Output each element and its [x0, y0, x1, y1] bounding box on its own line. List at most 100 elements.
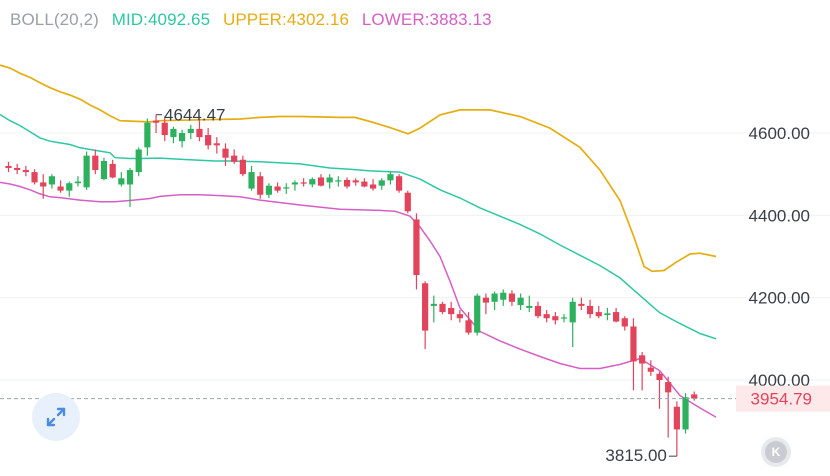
candle-body [300, 182, 307, 184]
candle-body [317, 177, 325, 186]
mid-value: MID:4092.65 [111, 10, 211, 29]
candle [396, 174, 403, 193]
candle-body [569, 301, 576, 323]
candle-body [196, 128, 203, 138]
candle [422, 281, 429, 350]
candle [665, 376, 672, 438]
candle-body [343, 179, 351, 187]
candle-body [231, 155, 238, 162]
candle-body [48, 176, 55, 185]
candle-body [439, 303, 446, 313]
last-price-tag [736, 385, 830, 412]
candle [57, 180, 64, 193]
candle [474, 293, 481, 336]
candle [673, 401, 680, 457]
candle-body [647, 367, 654, 372]
candle [22, 165, 29, 177]
candle-body [361, 181, 368, 187]
candle-body [448, 307, 455, 315]
candle-body [456, 314, 463, 319]
candle-body [413, 219, 420, 276]
candle [100, 157, 108, 181]
candle [265, 183, 272, 199]
candle-body [309, 179, 316, 185]
candle-body [352, 180, 359, 183]
candle-body [396, 176, 403, 191]
candle-body [621, 318, 628, 327]
candle-body [14, 167, 21, 171]
candle-body [222, 148, 229, 158]
candle [569, 297, 576, 348]
candle-body [500, 292, 507, 300]
candle-body [604, 313, 611, 315]
candle [621, 316, 628, 331]
candle [352, 178, 359, 186]
candle [187, 124, 194, 140]
candle-body [248, 172, 255, 189]
candle-body [92, 155, 99, 171]
candle-body [560, 317, 568, 319]
candle [239, 155, 246, 177]
candle-body [639, 355, 646, 364]
candle [274, 182, 281, 193]
candle [500, 289, 507, 306]
candle-body [239, 159, 246, 175]
candle [66, 181, 73, 197]
candle [335, 176, 342, 187]
kline-toggle-button[interactable]: K [761, 437, 791, 467]
candle-body [74, 181, 82, 184]
candle [179, 129, 186, 148]
candle [109, 159, 116, 179]
candle-body [665, 382, 672, 393]
expand-button[interactable] [32, 393, 80, 441]
candle [534, 301, 542, 319]
candle-body [534, 305, 542, 317]
candle-body [656, 373, 663, 380]
candle [205, 128, 212, 150]
candle [482, 293, 489, 315]
candle-body [595, 312, 602, 317]
candle [83, 151, 90, 190]
candle-body [118, 178, 125, 185]
candle [343, 177, 351, 189]
min-price-label: 3815.00 [605, 446, 666, 465]
candle [118, 172, 125, 187]
candle [126, 167, 134, 208]
y-tick-label: 4000.00 [749, 371, 810, 390]
candle-body [630, 326, 637, 362]
candle [387, 172, 394, 185]
candle [595, 305, 602, 319]
candle [378, 178, 385, 190]
candle-body [161, 122, 168, 136]
candle [404, 190, 411, 214]
candle [135, 147, 142, 177]
candle-body [109, 163, 116, 178]
candle-body [673, 406, 680, 430]
candle [413, 213, 420, 290]
candle-body [578, 303, 585, 306]
candle [257, 172, 264, 199]
candle [578, 297, 585, 311]
bollinger-bands [0, 64, 717, 418]
candle-body [265, 185, 272, 195]
candle-body [291, 182, 299, 185]
candle-body [335, 180, 342, 182]
candle [430, 295, 437, 323]
candle [300, 178, 307, 187]
upper-band-line [0, 64, 717, 273]
indicator-legend: BOLL(20,2) MID:4092.65 UPPER:4302.16 LOW… [10, 10, 500, 30]
candle [604, 307, 611, 321]
candle [291, 180, 299, 191]
candle-body [187, 128, 194, 133]
candle [630, 318, 637, 391]
candle-body [552, 316, 559, 321]
candle [369, 179, 377, 191]
candle-body [465, 320, 472, 333]
y-tick-label: 4400.00 [749, 206, 810, 225]
mid-band-line [0, 113, 717, 340]
candle-body [326, 177, 333, 183]
candle [647, 360, 654, 376]
candle [439, 301, 446, 315]
chart-labels: 4600.00 4400.00 4200.00 4000.00 4644.47 3815.… [0, 106, 830, 465]
